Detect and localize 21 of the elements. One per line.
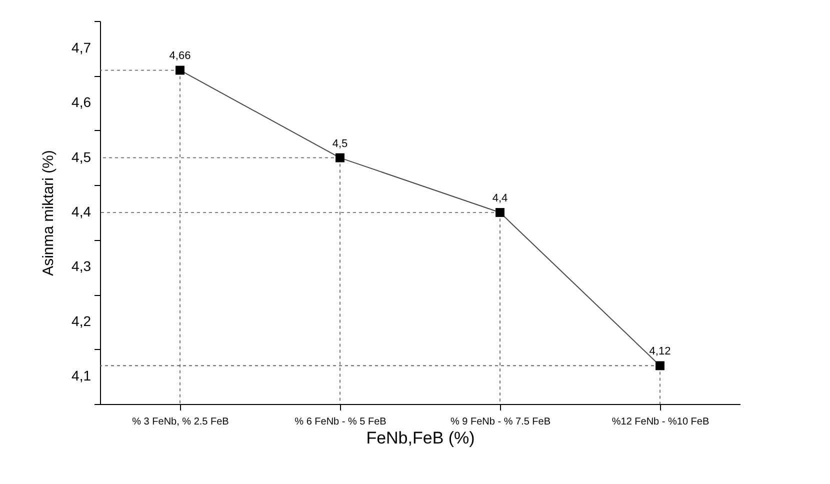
x-tick-label: % 6 FeNb - % 5 FeB xyxy=(294,416,387,428)
x-tick-label: %12 FeNb - %10 FeB xyxy=(612,416,710,428)
data-label: 4,5 xyxy=(332,138,348,150)
point xyxy=(176,66,184,75)
point xyxy=(656,361,664,370)
y-tick-label: 4,3 xyxy=(72,258,92,274)
x-axis-title: FeNb,FeB (%) xyxy=(366,428,475,448)
y-tick-label: 4,5 xyxy=(72,148,92,165)
x-tick-label: % 9 FeNb - % 7.5 FeB xyxy=(450,416,551,428)
data-label: 4,4 xyxy=(492,192,508,204)
y-tick-label: 4,1 xyxy=(72,368,92,384)
y-tick-label: 4,4 xyxy=(72,204,92,220)
y-axis-title: Asinma miktari (%) xyxy=(40,150,57,276)
x-tick-label: % 3 FeNb, % 2.5 FeB xyxy=(132,416,230,428)
y-tick-label: 4,6 xyxy=(72,94,92,110)
y-tick-label: 4,2 xyxy=(72,312,92,329)
y-tick-label: 4,7 xyxy=(72,39,92,56)
data-label: 4,12 xyxy=(649,346,671,358)
point xyxy=(336,153,344,162)
data-label: 4,66 xyxy=(169,50,191,62)
point xyxy=(496,208,504,217)
